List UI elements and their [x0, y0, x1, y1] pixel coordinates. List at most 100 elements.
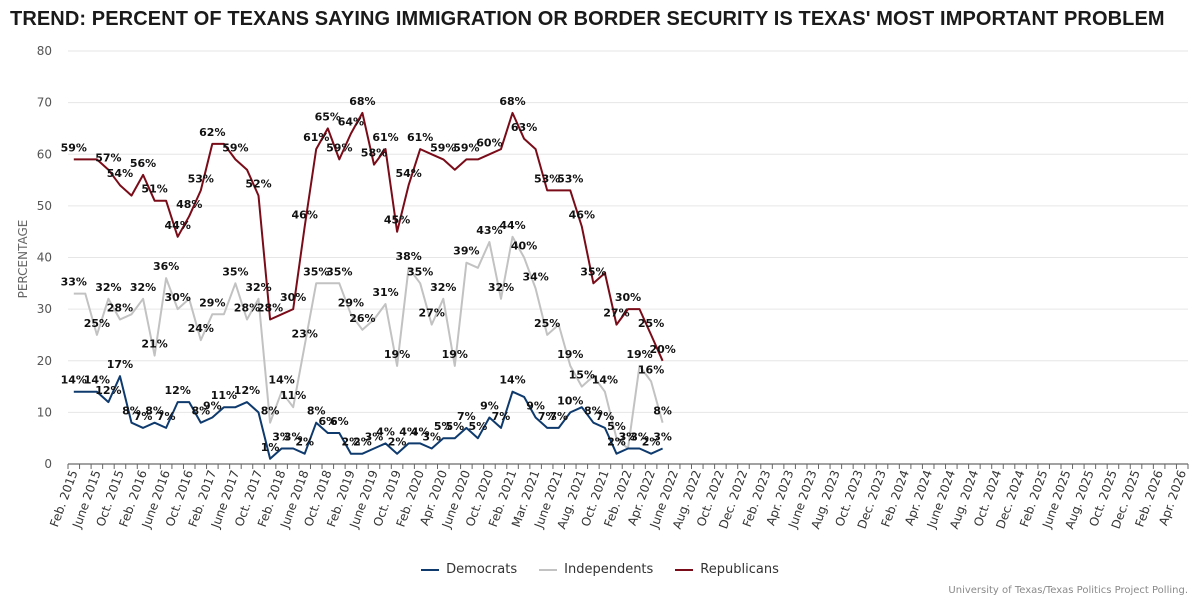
data-label: 29% [199, 296, 225, 309]
data-label: 39% [453, 245, 479, 258]
data-label: 58% [361, 147, 387, 160]
legend-item-democrats[interactable]: Democrats [421, 562, 517, 577]
data-label: 2% [642, 436, 661, 449]
data-label: 2% [295, 436, 314, 449]
data-label: 35% [326, 265, 352, 278]
data-label: 33% [61, 276, 87, 289]
data-label: 3% [422, 431, 441, 444]
legend: Democrats Independents Republicans [0, 562, 1200, 577]
data-label: 29% [338, 296, 364, 309]
data-label: 14% [499, 374, 525, 387]
legend-swatch-independents [539, 568, 558, 571]
legend-swatch-republicans [675, 568, 694, 571]
data-label: 8% [307, 405, 326, 418]
data-label: 54% [107, 167, 133, 180]
data-label: 5% [607, 420, 626, 433]
data-label: 25% [534, 317, 560, 330]
data-label: 7% [596, 410, 615, 423]
data-label: 5% [434, 420, 453, 433]
data-label: 38% [395, 250, 421, 263]
series-line-democrats[interactable] [73, 375, 664, 460]
legend-label-independents: Independents [564, 562, 654, 577]
data-label: 53% [534, 172, 560, 185]
data-label: 19% [626, 348, 652, 361]
data-label: 40% [511, 240, 537, 253]
data-label: 8% [584, 405, 603, 418]
data-label: 6% [330, 415, 349, 428]
data-label: 60% [476, 136, 502, 149]
data-label: 14% [84, 374, 110, 387]
data-label: 45% [384, 214, 410, 227]
data-label: 3% [619, 431, 638, 444]
data-label: 21% [141, 338, 167, 351]
data-label: 59% [326, 141, 352, 154]
data-label: 10% [557, 394, 583, 407]
data-label: 27% [603, 307, 629, 320]
data-label: 17% [107, 358, 133, 371]
data-label: 34% [522, 270, 548, 283]
data-label: 31% [372, 286, 398, 299]
series-line-independents[interactable] [73, 235, 664, 450]
y-axis: 0 10 20 30 40 50 60 70 80 [37, 44, 52, 471]
data-label: 3% [630, 431, 649, 444]
data-label: 35% [407, 265, 433, 278]
data-label: 12% [234, 384, 260, 397]
data-label: 6% [318, 415, 337, 428]
legend-label-democrats: Democrats [446, 562, 518, 577]
data-label: 2% [342, 436, 361, 449]
data-label: 4% [399, 425, 418, 438]
data-label: 9% [480, 400, 499, 413]
data-label: 62% [199, 126, 225, 139]
data-label: 53% [188, 172, 214, 185]
data-label: 2% [388, 436, 407, 449]
data-label: 3% [284, 431, 303, 444]
data-label: 14% [592, 374, 618, 387]
legend-item-independents[interactable]: Independents [539, 562, 653, 577]
data-label: 51% [141, 183, 167, 196]
data-label: 44% [165, 219, 191, 232]
data-label: 3% [272, 431, 291, 444]
data-label: 7% [457, 410, 476, 423]
data-label: 68% [349, 95, 375, 108]
data-label: 59% [61, 141, 87, 154]
data-label: 52% [245, 178, 271, 191]
data-label: 65% [315, 110, 341, 123]
data-label: 8% [145, 405, 164, 418]
data-label: 32% [245, 281, 271, 294]
y-axis-label: PERCENTAGE [16, 220, 30, 299]
data-label: 56% [130, 157, 156, 170]
data-label: 32% [430, 281, 456, 294]
data-label: 28% [234, 301, 260, 314]
data-label: 57% [95, 152, 121, 165]
data-label: 7% [549, 410, 568, 423]
y-tick-label: 70 [37, 96, 52, 110]
data-label: 16% [638, 363, 664, 376]
data-label: 35% [222, 265, 248, 278]
data-label: 59% [430, 141, 456, 154]
data-label: 7% [492, 410, 511, 423]
y-tick-label: 20 [37, 354, 52, 368]
data-label: 25% [84, 317, 110, 330]
data-label: 4% [376, 425, 395, 438]
series-line-republicans[interactable] [73, 111, 664, 362]
data-labels: 33% 25% 32% 28% 32% 21% 36% 30% 24% 29% 35% 28% 32% 8… [61, 95, 676, 454]
legend-item-republicans[interactable]: Republicans [675, 562, 779, 577]
data-label: 3% [619, 431, 638, 444]
series-lines [73, 111, 664, 460]
data-label: 28% [107, 301, 133, 314]
data-label: 61% [372, 131, 398, 144]
data-label: 23% [292, 327, 318, 340]
data-label: 3% [653, 431, 672, 444]
data-label: 68% [499, 95, 525, 108]
data-label: 12% [95, 384, 121, 397]
y-tick-label: 10 [37, 405, 52, 419]
y-tick-label: 40 [37, 251, 52, 265]
data-label: 2% [607, 436, 626, 449]
data-label: 44% [499, 219, 525, 232]
data-label: 27% [419, 307, 445, 320]
data-label: 36% [153, 260, 179, 273]
data-label: 8% [653, 405, 672, 418]
data-label: 30% [165, 291, 191, 304]
